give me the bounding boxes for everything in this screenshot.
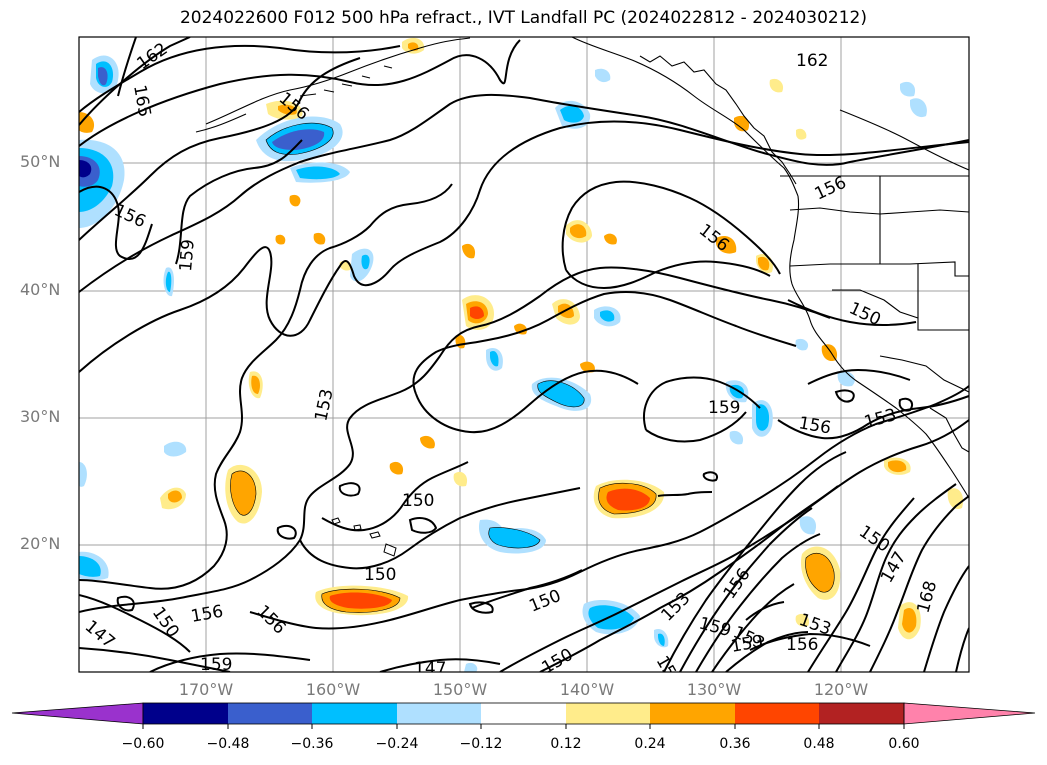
lon-label-150w: 150°W (432, 680, 488, 699)
colorbar-segment (228, 703, 312, 724)
lon-label-170w: 170°W (178, 680, 234, 699)
hawaii-islands (331, 517, 397, 557)
lon-label-120w: 120°W (813, 680, 869, 699)
contour-lines (79, 37, 969, 672)
contour-label: 156 (786, 635, 818, 655)
colorbar-segment (397, 703, 481, 724)
colorbar-low-extension (11, 702, 144, 725)
contour-label: 147 (414, 659, 446, 679)
map-frame (78, 36, 970, 673)
colorbar-tick-label: −0.48 (206, 736, 250, 752)
colorbar (11, 702, 1036, 729)
shaded-patches (79, 37, 964, 672)
patch-outlines (230, 122, 835, 613)
colorbar-frame (142, 702, 905, 725)
colorbar-tick-label: 0.60 (888, 736, 920, 752)
map-title: 2024022600 F012 500 hPa refract., IVT La… (179, 8, 867, 28)
colorbar-segment (481, 703, 566, 724)
lat-label-50n: 50°N (20, 152, 61, 171)
colorbar-tick-label: 0.48 (803, 736, 835, 752)
colorbar-segment (312, 703, 397, 724)
colorbar-segment (143, 703, 228, 724)
contour-label: 159 (200, 655, 232, 675)
lon-label-130w: 130°W (686, 680, 742, 699)
contour-label: 150 (402, 491, 434, 511)
contour-label: 159 (176, 238, 199, 272)
colorbar-tick-label: −0.60 (121, 736, 165, 752)
lat-label-30n: 30°N (20, 407, 61, 426)
lon-label-160w: 160°W (305, 680, 361, 699)
colorbar-tick-label: −0.36 (290, 736, 334, 752)
colorbar-tick-label: 0.12 (550, 736, 582, 752)
colorbar-tick-label: 0.24 (634, 736, 666, 752)
colorbar-tick-label: −0.12 (459, 736, 503, 752)
colorbar-segment (650, 703, 735, 724)
colorbar-segment (819, 703, 904, 724)
lat-label-20n: 20°N (20, 534, 61, 553)
colorbar-tick-label: −0.24 (375, 736, 419, 752)
lon-label-140w: 140°W (559, 680, 615, 699)
colorbar-high-extension (903, 702, 1036, 725)
colorbar-segment (566, 703, 650, 724)
contour-label: 162 (796, 51, 828, 71)
colorbar-tick-label: 0.36 (719, 736, 751, 752)
colorbar-segment (735, 703, 819, 724)
contour-label: 159 (708, 398, 740, 418)
lat-label-40n: 40°N (20, 280, 61, 299)
contour-label: 150 (364, 565, 396, 585)
